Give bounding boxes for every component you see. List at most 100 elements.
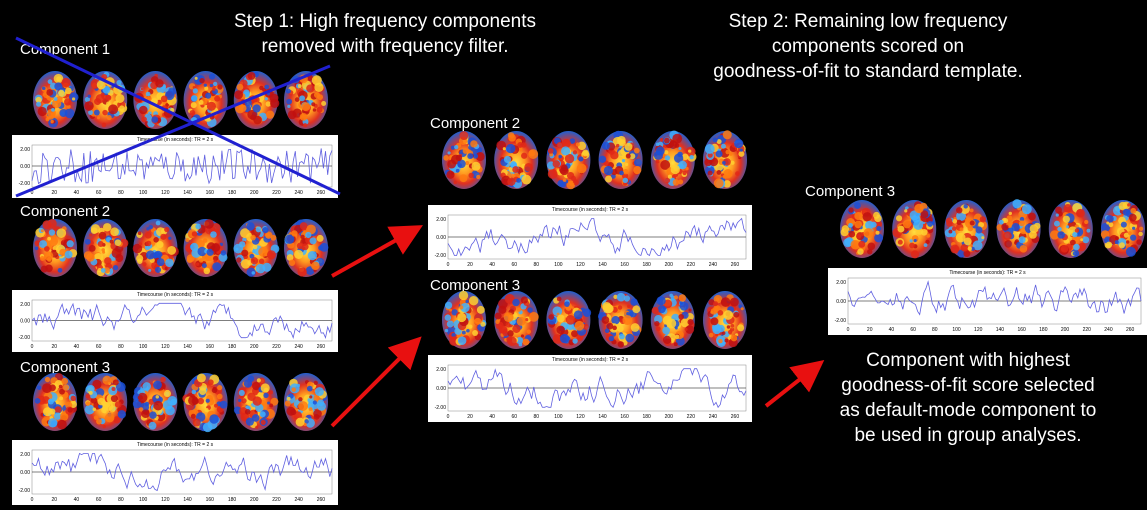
x-tick-label: 240 bbox=[709, 414, 718, 420]
blob bbox=[548, 314, 554, 320]
blob bbox=[1057, 231, 1064, 238]
timecourse-plot: Timecourse (in seconds): TR = 2 s2.000.0… bbox=[12, 440, 338, 505]
blob bbox=[89, 245, 96, 252]
x-tick-label: 60 bbox=[96, 190, 102, 196]
x-tick-label: 180 bbox=[1039, 327, 1048, 333]
x-tick-label: 120 bbox=[161, 190, 170, 196]
blob bbox=[468, 173, 473, 178]
blob bbox=[208, 379, 214, 385]
x-tick-label: 160 bbox=[620, 262, 629, 268]
blob bbox=[156, 395, 159, 398]
blob bbox=[456, 155, 463, 162]
blob bbox=[1106, 221, 1109, 224]
x-tick-label: 260 bbox=[731, 414, 740, 420]
brain bbox=[599, 131, 643, 189]
blob bbox=[89, 233, 92, 236]
blob bbox=[306, 84, 314, 92]
blob bbox=[956, 233, 966, 243]
blob bbox=[107, 115, 112, 120]
blob bbox=[72, 97, 75, 100]
blob bbox=[573, 150, 577, 154]
blob bbox=[871, 222, 877, 228]
blob bbox=[495, 313, 502, 320]
x-tick-label: 20 bbox=[467, 414, 473, 420]
blob bbox=[295, 97, 300, 102]
blob bbox=[59, 385, 63, 389]
blob bbox=[898, 226, 905, 233]
blob bbox=[138, 395, 143, 400]
blob bbox=[1009, 212, 1012, 215]
blob bbox=[674, 295, 678, 299]
x-tick-label: 160 bbox=[206, 344, 215, 350]
blob bbox=[874, 234, 883, 243]
blob bbox=[710, 317, 718, 325]
brain bbox=[546, 291, 591, 349]
blob bbox=[914, 204, 923, 213]
blob bbox=[291, 387, 296, 392]
blob bbox=[71, 396, 76, 401]
blob bbox=[37, 385, 42, 390]
blob bbox=[298, 397, 302, 401]
x-tick-label: 0 bbox=[447, 414, 450, 420]
blob bbox=[204, 219, 213, 228]
blob bbox=[136, 255, 143, 262]
brain bbox=[651, 291, 695, 349]
blob bbox=[557, 142, 563, 148]
blob bbox=[630, 298, 637, 305]
blob bbox=[665, 155, 670, 160]
blob bbox=[664, 150, 668, 154]
blob bbox=[516, 178, 521, 183]
blob bbox=[35, 247, 38, 250]
blob bbox=[212, 262, 221, 271]
blob bbox=[477, 306, 485, 314]
y-tick-label: 2.00 bbox=[436, 367, 446, 373]
blob bbox=[617, 293, 626, 302]
brain bbox=[442, 131, 486, 189]
blob bbox=[163, 400, 173, 410]
blob bbox=[976, 226, 983, 233]
brain bbox=[598, 291, 643, 349]
blob bbox=[456, 169, 460, 173]
blob bbox=[317, 402, 326, 411]
blob bbox=[286, 99, 292, 105]
blob bbox=[664, 138, 670, 144]
blob bbox=[139, 106, 148, 115]
x-tick-label: 60 bbox=[96, 344, 102, 350]
blob bbox=[286, 89, 291, 94]
blob bbox=[561, 165, 568, 172]
blob bbox=[656, 143, 660, 147]
blob bbox=[253, 245, 258, 250]
brain bbox=[1049, 200, 1093, 258]
blob bbox=[679, 294, 686, 301]
blob bbox=[296, 418, 305, 427]
blob bbox=[449, 309, 452, 312]
blob bbox=[678, 147, 681, 150]
blob bbox=[446, 171, 454, 179]
brain bbox=[892, 200, 936, 258]
blob bbox=[733, 312, 739, 318]
x-tick-label: 40 bbox=[74, 344, 80, 350]
x-tick-label: 200 bbox=[250, 497, 259, 503]
blob bbox=[574, 310, 583, 319]
blob bbox=[212, 87, 215, 90]
blob bbox=[506, 144, 515, 153]
blob bbox=[1019, 220, 1025, 226]
blob bbox=[950, 245, 959, 254]
arrow bbox=[766, 365, 818, 406]
blob bbox=[217, 394, 223, 400]
blob bbox=[729, 152, 733, 156]
blob bbox=[46, 89, 53, 96]
blob bbox=[300, 113, 308, 121]
blob bbox=[270, 94, 279, 103]
blob bbox=[269, 390, 273, 394]
x-tick-label: 20 bbox=[51, 190, 57, 196]
blob bbox=[68, 407, 73, 412]
blob bbox=[609, 336, 614, 341]
blob bbox=[54, 82, 62, 90]
blob bbox=[317, 107, 323, 113]
blob bbox=[44, 251, 53, 260]
blob bbox=[50, 409, 56, 415]
blob bbox=[556, 326, 565, 335]
step2-line: components scored on bbox=[772, 36, 964, 57]
blob bbox=[599, 156, 606, 163]
